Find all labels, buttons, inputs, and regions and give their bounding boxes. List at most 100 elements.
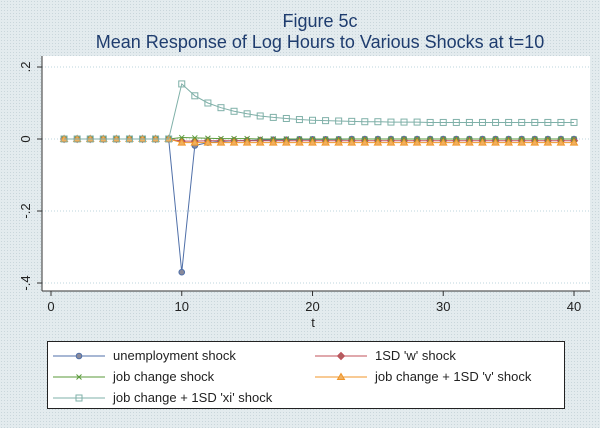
y-tick-label: .2 bbox=[18, 62, 33, 73]
data-point bbox=[504, 138, 513, 146]
data-point bbox=[217, 104, 225, 112]
data-point bbox=[177, 138, 187, 146]
series-4 bbox=[60, 80, 578, 143]
x-axis-label: t bbox=[311, 315, 315, 330]
data-point bbox=[242, 138, 252, 146]
data-point bbox=[557, 118, 565, 126]
data-point bbox=[321, 138, 330, 146]
x-tick-label: 0 bbox=[47, 299, 54, 314]
y-tick-label: -.4 bbox=[18, 275, 33, 290]
data-point bbox=[191, 135, 198, 141]
legend-key bbox=[315, 372, 367, 380]
data-point bbox=[190, 138, 200, 146]
data-point bbox=[165, 135, 173, 143]
data-point bbox=[505, 118, 513, 126]
data-point bbox=[282, 114, 290, 122]
y-tick-label: -.2 bbox=[18, 203, 33, 218]
legend-item: unemployment shock bbox=[53, 348, 236, 363]
chart: Figure 5c Mean Response of Log Hours to … bbox=[18, 11, 590, 330]
legend-key bbox=[53, 352, 105, 359]
legend-key bbox=[315, 351, 367, 360]
data-point bbox=[203, 138, 213, 146]
legend-label: job change + 1SD 'xi' shock bbox=[113, 390, 273, 405]
data-point bbox=[386, 138, 396, 146]
data-point bbox=[178, 80, 186, 88]
data-point bbox=[399, 138, 409, 146]
legend-marker bbox=[76, 373, 82, 380]
data-point bbox=[426, 118, 434, 126]
legend-label: job change shock bbox=[113, 369, 215, 384]
legend-marker bbox=[75, 352, 83, 359]
x-tick-label: 40 bbox=[567, 299, 581, 314]
data-point bbox=[570, 118, 578, 126]
data-point bbox=[360, 138, 370, 146]
data-point bbox=[125, 135, 133, 143]
plot-area bbox=[42, 56, 590, 291]
data-point bbox=[387, 118, 395, 126]
data-point bbox=[518, 118, 526, 126]
data-point bbox=[413, 118, 421, 126]
data-point bbox=[335, 117, 343, 125]
legend-marker bbox=[336, 372, 346, 380]
data-point bbox=[478, 138, 487, 146]
data-point bbox=[295, 116, 303, 124]
legend-key bbox=[53, 394, 105, 401]
data-point bbox=[191, 92, 199, 100]
data-point bbox=[243, 110, 251, 118]
data-point bbox=[543, 138, 553, 146]
data-point bbox=[309, 116, 316, 124]
x-tick-label: 10 bbox=[175, 299, 189, 314]
legend-item: job change + 1SD 'v' shock bbox=[315, 369, 531, 384]
data-point bbox=[268, 138, 278, 146]
data-point bbox=[492, 118, 500, 126]
data-point bbox=[178, 268, 186, 276]
data-point bbox=[295, 138, 304, 146]
chart-title: Figure 5c bbox=[282, 11, 357, 31]
data-point bbox=[491, 138, 500, 146]
data-point bbox=[412, 138, 422, 146]
data-point bbox=[517, 138, 527, 146]
data-point bbox=[347, 138, 357, 146]
legend-marker bbox=[336, 351, 346, 360]
legend-item: job change + 1SD 'xi' shock bbox=[53, 390, 272, 405]
data-point bbox=[439, 118, 447, 126]
legend-label: 1SD 'w' shock bbox=[375, 348, 456, 363]
data-point bbox=[374, 118, 382, 126]
data-point bbox=[255, 138, 265, 146]
legend-item: job change shock bbox=[53, 369, 214, 384]
data-point bbox=[73, 135, 81, 143]
data-point bbox=[60, 135, 68, 143]
data-point bbox=[256, 112, 264, 120]
data-point bbox=[451, 138, 461, 146]
legend-label: unemployment shock bbox=[113, 348, 236, 363]
data-point bbox=[334, 138, 344, 146]
legend-key bbox=[53, 373, 105, 380]
data-point bbox=[438, 138, 448, 146]
data-point bbox=[112, 135, 120, 143]
legend-marker bbox=[75, 394, 83, 401]
x-tick-label: 30 bbox=[436, 299, 450, 314]
data-point bbox=[373, 138, 383, 146]
data-point bbox=[361, 118, 369, 126]
data-point bbox=[281, 138, 291, 146]
data-point bbox=[269, 113, 277, 121]
data-point bbox=[229, 138, 239, 146]
data-point bbox=[178, 134, 185, 141]
data-point bbox=[322, 117, 330, 125]
x-tick-label: 20 bbox=[305, 299, 319, 314]
data-point bbox=[530, 138, 540, 146]
legend-label: job change + 1SD 'v' shock bbox=[375, 369, 532, 384]
data-point bbox=[569, 138, 579, 146]
chart-subtitle: Mean Response of Log Hours to Various Sh… bbox=[96, 32, 544, 52]
legend-item: 1SD 'w' shock bbox=[315, 348, 456, 363]
data-point bbox=[556, 138, 566, 146]
data-point bbox=[348, 117, 356, 125]
data-point bbox=[452, 118, 460, 126]
data-point bbox=[230, 107, 238, 115]
data-point bbox=[544, 118, 552, 126]
series-line bbox=[64, 82, 574, 140]
legend: unemployment shock 1SD 'w' shock job chang… bbox=[47, 341, 565, 409]
data-point bbox=[216, 138, 226, 146]
data-point bbox=[425, 138, 435, 146]
data-point bbox=[478, 118, 486, 126]
